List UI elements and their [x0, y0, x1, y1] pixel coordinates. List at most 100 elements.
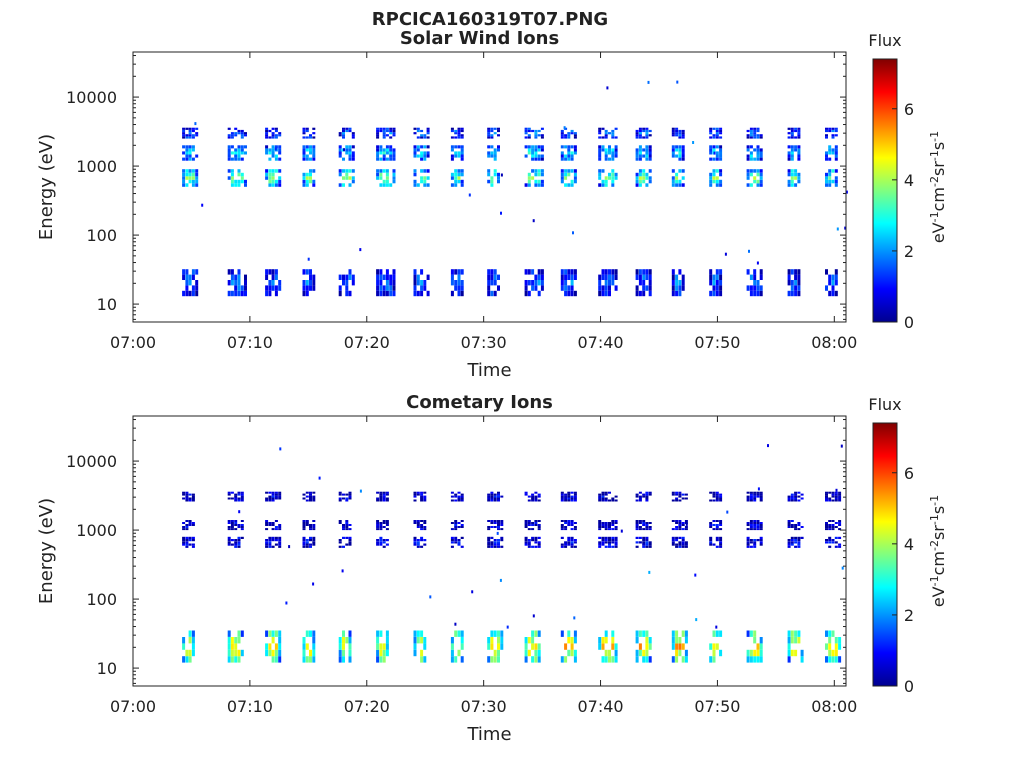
spectrogram-cell — [645, 132, 649, 135]
spectrogram-cell — [182, 129, 186, 133]
spectrogram-cell — [312, 520, 316, 522]
spectrogram-cell — [392, 148, 396, 152]
spectrogram-cell — [227, 526, 231, 528]
spectrogram-cell — [753, 495, 757, 498]
spectrogram-cell — [531, 285, 535, 291]
spectrogram-cell — [598, 280, 602, 286]
spectrogram-cell — [570, 151, 574, 155]
spectrogram-cell — [540, 145, 544, 149]
spectrogram-cell — [831, 179, 835, 184]
spectrogram-cell — [188, 134, 192, 137]
spectrogram-cell — [450, 145, 454, 149]
spectrogram-cell — [712, 495, 716, 498]
spectrogram-cell — [524, 183, 528, 187]
spectrogram-cell — [237, 543, 241, 546]
spectrogram-cell — [185, 176, 189, 180]
spectrogram-cell — [715, 545, 719, 548]
spectrogram-cell — [450, 536, 454, 539]
spectrogram-cell — [570, 520, 574, 522]
spectrogram-cell — [490, 179, 494, 184]
spectrogram-cell — [240, 176, 244, 180]
spectrogram-cell — [608, 269, 611, 275]
spectrogram-cell — [746, 656, 750, 663]
spectrogram-cell — [648, 541, 652, 544]
spectrogram-cell — [604, 129, 608, 133]
spectrogram-cell — [309, 536, 312, 539]
spectrogram-cell — [527, 151, 531, 155]
spectrogram-cell — [753, 543, 757, 546]
spectrogram-cell — [573, 491, 577, 494]
spectrogram-cell — [497, 528, 500, 531]
spectrogram-cell — [454, 169, 458, 173]
spectrogram-cell — [759, 524, 763, 526]
spectrogram-cell — [497, 543, 500, 546]
spectrogram-cell — [759, 497, 763, 500]
spectrogram-cell — [611, 169, 615, 173]
spectrogram-cell — [524, 132, 528, 135]
spectrogram-cell — [227, 280, 231, 286]
spectrogram-cell — [537, 169, 541, 173]
spectrogram-cell — [838, 543, 842, 546]
spectrogram-cell — [753, 541, 757, 544]
spectrogram-cell — [305, 269, 309, 275]
spectrogram-cell — [681, 280, 685, 286]
spectrogram-cell — [638, 154, 642, 158]
spectrogram-cell — [715, 179, 719, 184]
spectrogram-cell — [188, 154, 192, 158]
spectrogram-cell — [604, 545, 608, 548]
spectrogram-cell — [648, 134, 652, 137]
spectrogram-cell — [454, 176, 458, 180]
spectrogram-cell — [191, 649, 195, 657]
spectrogram-cell — [746, 630, 750, 637]
spectrogram-cell — [191, 157, 195, 161]
spectrogram-cell — [787, 172, 791, 177]
spectrogram-cell — [278, 536, 282, 539]
spectrogram-cell — [182, 134, 186, 137]
spectrogram-cell — [385, 274, 389, 280]
spectrogram-cell — [534, 285, 538, 291]
spectrogram-cell — [746, 491, 750, 494]
spectrogram-cell — [305, 136, 309, 139]
spectrogram-cell — [450, 129, 454, 133]
spectrogram-cell — [709, 183, 713, 187]
spectrogram-cell — [675, 274, 679, 280]
spectrogram-cell — [712, 176, 716, 180]
spectrogram-cell — [531, 528, 535, 531]
spectrogram-cell — [671, 637, 675, 644]
spectrogram-cell — [753, 499, 757, 502]
spectrogram-cell — [564, 522, 568, 524]
spectrogram-cell — [797, 524, 801, 526]
spectrogram-cell — [268, 539, 272, 542]
spectrogram-cell — [534, 541, 538, 544]
spectrogram-cell — [348, 290, 352, 297]
spectrogram-cell — [302, 136, 306, 139]
spectrogram-cell — [497, 539, 500, 542]
spectrogram-cell — [604, 280, 608, 286]
spectrogram-cell — [454, 183, 458, 187]
spectrogram-cell — [227, 649, 231, 657]
spectrogram-cell — [678, 134, 682, 137]
spectrogram-cell — [237, 183, 241, 187]
spectrogram-cell — [338, 491, 342, 494]
spectrogram-cell — [635, 520, 639, 522]
spectrogram-cell — [834, 637, 838, 644]
spectrogram-cell — [487, 495, 491, 498]
spectrogram-cell — [648, 290, 652, 297]
spectrogram-cell — [450, 539, 454, 542]
spectrogram-cell — [376, 290, 380, 297]
spectrogram-cell — [420, 280, 424, 286]
spectrogram-cell — [838, 536, 842, 539]
spectrogram-cell — [645, 541, 649, 544]
spectrogram-cell — [191, 543, 195, 546]
spectrogram-cell — [230, 172, 234, 177]
spectrogram-cell — [389, 151, 393, 155]
spectrogram-cell — [450, 656, 454, 663]
spectrogram-cell — [604, 522, 608, 524]
spectrogram-cell — [278, 145, 282, 149]
spectrogram-cell — [496, 531, 499, 535]
spectrogram-cell — [195, 134, 199, 137]
spectrogram-cell — [638, 528, 642, 531]
spectrogram-cell — [638, 520, 642, 522]
spectrogram-cell — [460, 637, 464, 644]
spectrogram-cell — [831, 169, 835, 173]
